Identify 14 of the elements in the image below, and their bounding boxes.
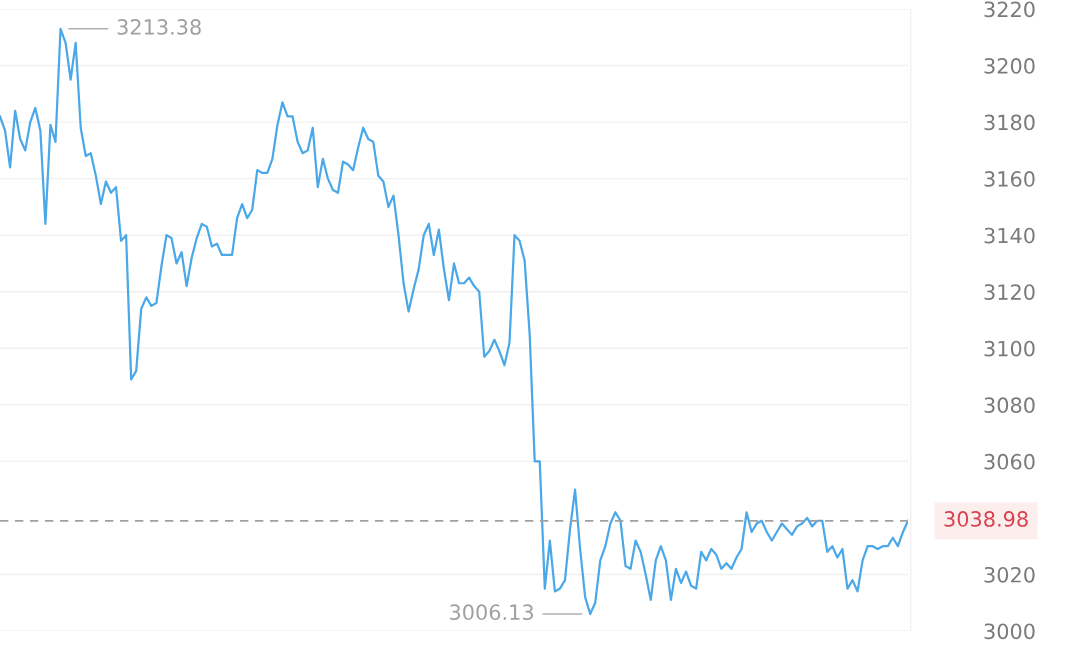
y-tick-label: 3200 bbox=[984, 58, 1035, 74]
y-tick-label: 3020 bbox=[984, 566, 1035, 583]
y-tick-label: 3080 bbox=[984, 397, 1035, 414]
y-tick-label: 3160 bbox=[984, 171, 1035, 187]
y-tick-label: 3000 bbox=[984, 623, 1035, 640]
ref-line-label: 3038.98 bbox=[944, 511, 1028, 527]
y-tick-label: 3140 bbox=[984, 227, 1035, 244]
y-tick-label: 3180 bbox=[984, 114, 1035, 131]
y-tick-label: 3060 bbox=[984, 453, 1035, 470]
y-tick-label: 3220 bbox=[984, 1, 1035, 18]
y-tick-label: 3100 bbox=[984, 340, 1035, 357]
annotation: 3006.13 bbox=[450, 604, 533, 621]
y-tick-label: 3120 bbox=[984, 284, 1035, 300]
annotation: 3213.38 bbox=[117, 19, 201, 35]
